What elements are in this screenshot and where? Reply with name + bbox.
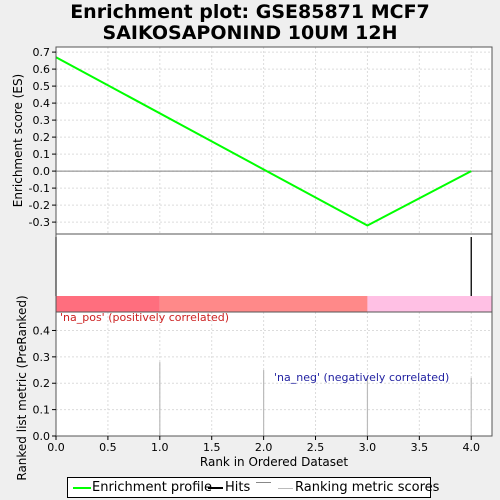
metric-y-tick-label: 0.2 [33, 377, 51, 390]
x-tick-label: 3.0 [359, 441, 377, 454]
legend-hits-swatch [208, 487, 223, 489]
es-y-tick-label: 0.5 [33, 80, 51, 93]
legend-separator [256, 482, 271, 483]
heatmap-segment [367, 296, 492, 312]
annotation-positive: 'na_pos' (positively correlated) [60, 311, 229, 324]
legend-hits-label: Hits [225, 480, 251, 495]
enrichment-profile-line [55, 56, 472, 227]
es-y-tick-label: -0.3 [29, 216, 50, 229]
x-tick-label: 1.0 [151, 441, 169, 454]
annotation-negative: 'na_neg' (negatively correlated) [274, 371, 449, 384]
es-y-tick-label: 0.7 [33, 46, 51, 59]
hits-panel-bg [56, 234, 492, 296]
metric-y-tick-label: 0.3 [33, 351, 51, 364]
es-panel-bg [56, 47, 492, 234]
legend-metric-label: Ranking metric scores [295, 480, 440, 495]
chart-title: Enrichment plot: GSE85871 MCF7 SAIKOSAPO… [0, 2, 500, 44]
es-y-tick-label: 0.3 [33, 114, 51, 127]
es-y-axis-label: Enrichment score (ES) [11, 74, 25, 207]
metric-y-tick-label: 0.1 [33, 404, 51, 417]
legend-metric-swatch [278, 488, 293, 489]
es-y-tick-label: -0.1 [29, 182, 50, 195]
es-y-tick-label: -0.2 [29, 199, 50, 212]
x-tick-label: 0.5 [99, 441, 117, 454]
metric-panel-border [55, 311, 493, 437]
x-tick-label: 4.0 [462, 441, 480, 454]
es-y-tick-label: 0.2 [33, 131, 51, 144]
chart-title-line-2: SAIKOSAPONIND 10UM 12H [102, 22, 398, 44]
chart-title-line-1: Enrichment plot: GSE85871 MCF7 [70, 1, 430, 23]
x-axis-label: Rank in Ordered Dataset [200, 455, 348, 469]
x-tick-label: 0.0 [47, 441, 65, 454]
x-tick-label: 2.5 [307, 441, 325, 454]
es-y-tick-label: 0.6 [33, 63, 51, 76]
x-tick-label: 3.5 [411, 441, 429, 454]
metric-y-tick-label: 0.0 [33, 430, 51, 443]
x-tick-label: 1.5 [203, 441, 221, 454]
legend-es-swatch [73, 487, 91, 489]
legend: Enrichment profile Hits Ranking metric s… [67, 477, 439, 498]
legend-es-label: Enrichment profile [92, 480, 212, 495]
metric-y-axis-label: Ranked list metric (PreRanked) [15, 295, 29, 480]
es-y-tick-label: 0.4 [33, 97, 51, 110]
heatmap-segment [159, 296, 368, 312]
heatmap-segment [56, 296, 160, 312]
metric-y-tick-label: 0.4 [33, 324, 51, 337]
es-y-tick-label: 0.0 [33, 165, 51, 178]
x-tick-label: 2.0 [255, 441, 273, 454]
es-y-tick-label: 0.1 [33, 148, 51, 161]
